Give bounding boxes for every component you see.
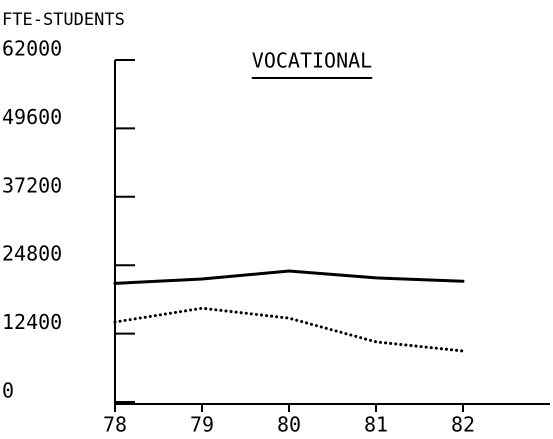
x-tick-label: 79: [190, 413, 214, 437]
y-tick-label: 62000: [2, 37, 62, 61]
series-line: [113, 306, 465, 353]
chart-title: VOCATIONAL: [252, 49, 372, 73]
y-tick-label: 12400: [2, 310, 62, 334]
y-tick-label: 0: [2, 379, 14, 403]
x-tick-label: 81: [364, 413, 388, 437]
y-tick-label: 49600: [2, 105, 62, 129]
y-axis-label: FTE-STUDENTS: [2, 10, 125, 30]
y-tick-label: 37200: [2, 173, 62, 197]
y-tick-label: 24800: [2, 242, 62, 266]
x-tick-label: 80: [277, 413, 301, 437]
x-tick-label: 78: [103, 413, 127, 437]
x-tick-label: 82: [451, 413, 475, 437]
series-line: [113, 269, 465, 285]
